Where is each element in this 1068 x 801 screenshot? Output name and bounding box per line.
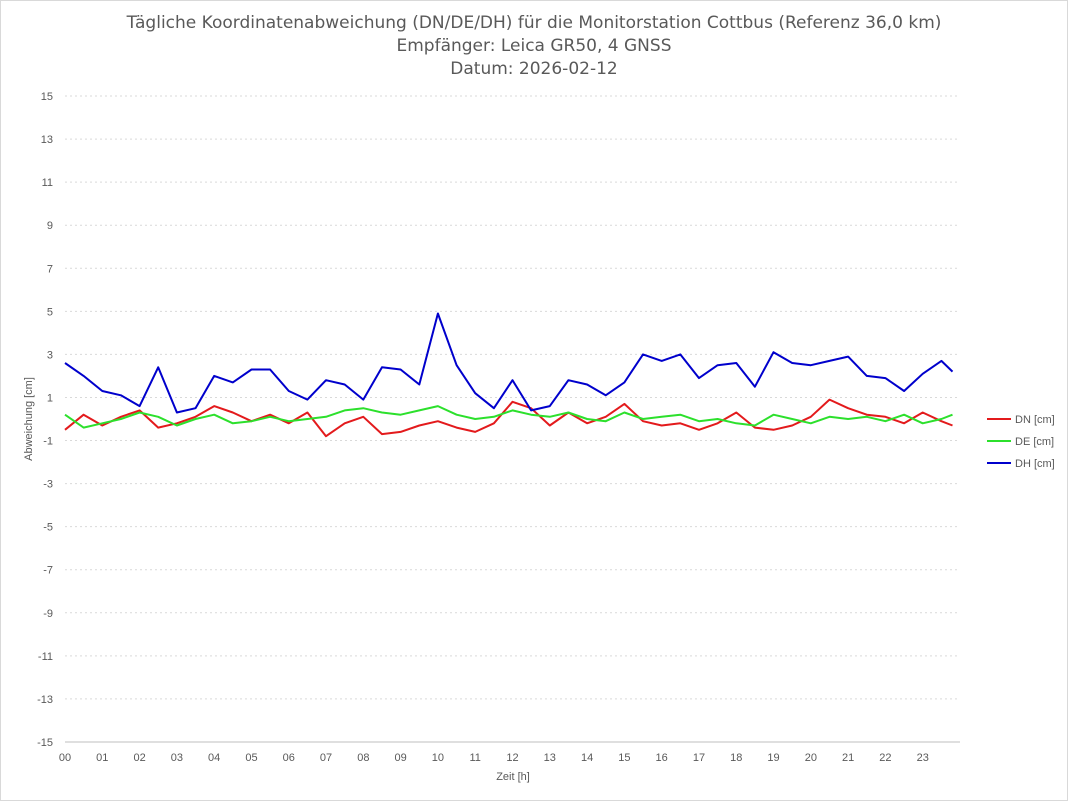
- y-tick-label: -3: [43, 479, 53, 491]
- legend-label: DN [cm]: [1015, 414, 1055, 426]
- x-tick-label: 05: [245, 752, 257, 764]
- series-lines: [64, 312, 954, 438]
- y-tick-label: -9: [43, 608, 53, 620]
- y-tick-label: 7: [47, 263, 53, 275]
- chart-title: Tägliche Koordinatenabweichung (DN/DE/DH…: [126, 13, 942, 33]
- x-tick-label: 11: [469, 752, 480, 764]
- x-tick-label: 17: [693, 752, 705, 764]
- x-tick-label: 19: [767, 752, 779, 764]
- chart-subtitle-date: Datum: 2026-02-12: [450, 59, 618, 79]
- x-tick-label: 07: [320, 752, 332, 764]
- y-tick-label: 3: [47, 349, 53, 361]
- legend-label: DE [cm]: [1015, 436, 1054, 448]
- y-tick-label: -1: [43, 436, 53, 448]
- x-tick-label: 21: [842, 752, 854, 764]
- x-axis-title: Zeit [h]: [496, 771, 530, 783]
- y-axis-title: Abweichung [cm]: [23, 377, 35, 461]
- series-line-de: [64, 405, 953, 429]
- y-tick-label: 9: [47, 220, 53, 232]
- y-tick-label: 15: [41, 91, 53, 103]
- x-tick-label: 00: [59, 752, 71, 764]
- x-tick-label: 01: [96, 752, 108, 764]
- y-tick-label: -13: [37, 694, 53, 706]
- x-tick-label: 04: [208, 752, 220, 764]
- y-tick-label: -5: [43, 522, 53, 534]
- x-tick-label: 02: [133, 752, 145, 764]
- x-tick-label: 14: [581, 752, 593, 764]
- x-tick-label: 22: [879, 752, 891, 764]
- series-line-dn: [64, 398, 953, 438]
- x-tick-label: 10: [432, 752, 444, 764]
- x-axis-ticks: 00 01 02 03 04 05 06 07 08 09 10 11 12 13 14 15 16 17 18 19…: [59, 752, 929, 764]
- legend: DN [cm] DE [cm] DH [cm]: [987, 414, 1055, 470]
- x-tick-label: 16: [656, 752, 668, 764]
- y-axis-ticks: 15 13 11 9 7 5 3 1 -1 -3 -5 -7 -9 -11 -13 -15: [37, 91, 53, 749]
- grid-lines: [65, 95, 960, 743]
- x-tick-label: 18: [730, 752, 742, 764]
- x-tick-label: 08: [357, 752, 369, 764]
- x-tick-label: 12: [506, 752, 518, 764]
- legend-label: DH [cm]: [1015, 458, 1055, 470]
- y-tick-label: -11: [38, 651, 53, 663]
- x-tick-label: 13: [544, 752, 556, 764]
- series-line-dh: [64, 312, 954, 414]
- y-tick-label: 5: [47, 306, 53, 318]
- y-tick-label: 13: [41, 134, 53, 146]
- y-tick-label: -7: [43, 565, 53, 577]
- x-tick-label: 20: [805, 752, 817, 764]
- x-tick-label: 15: [618, 752, 630, 764]
- x-tick-label: 23: [917, 752, 929, 764]
- y-tick-label: 1: [47, 392, 53, 404]
- y-tick-label: 11: [42, 177, 53, 189]
- x-tick-label: 09: [395, 752, 407, 764]
- x-tick-label: 03: [171, 752, 183, 764]
- x-tick-label: 06: [283, 752, 295, 764]
- y-tick-label: -15: [37, 737, 53, 749]
- chart-subtitle-receiver: Empfänger: Leica GR50, 4 GNSS: [396, 36, 672, 56]
